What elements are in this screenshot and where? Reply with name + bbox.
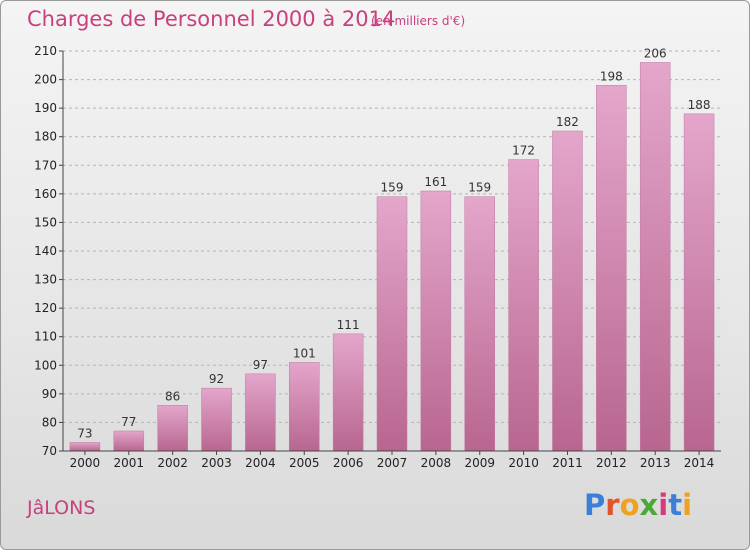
- data-label: 111: [337, 318, 360, 332]
- logo-letter: P: [584, 488, 606, 522]
- y-tick-label: 90: [42, 387, 57, 401]
- x-tick-label: 2010: [508, 456, 539, 470]
- data-label: 172: [512, 144, 535, 158]
- y-tick-label: 130: [34, 273, 57, 287]
- commune-name: JâLONS: [27, 497, 96, 519]
- logo-letter: r: [605, 488, 620, 522]
- y-tick-label: 200: [34, 73, 57, 87]
- data-label: 86: [165, 389, 180, 403]
- bar: [596, 85, 627, 452]
- y-tick-label: 70: [42, 444, 57, 458]
- x-axis: 2000 2001 2002 2003 2004 2005 2006 2007 2008 2009…: [63, 450, 721, 470]
- logo-letter: i: [658, 488, 669, 522]
- x-tick-label: 2013: [640, 456, 671, 470]
- data-label: 206: [644, 46, 667, 60]
- bar: [289, 362, 320, 452]
- bar: [639, 62, 671, 452]
- proxiti-logo: Proxiti: [584, 488, 692, 522]
- y-tick-label: 190: [34, 101, 57, 115]
- x-tick-label: 2006: [333, 456, 364, 470]
- bar: [113, 430, 145, 452]
- bar: [420, 190, 452, 452]
- logo-letter: x: [639, 488, 659, 522]
- x-tick-label: 2008: [421, 456, 452, 470]
- data-label: 182: [556, 115, 579, 129]
- x-tick-label: 2011: [552, 456, 583, 470]
- bar: [245, 373, 276, 452]
- data-label: 159: [468, 181, 491, 195]
- logo-letter: i: [682, 488, 693, 522]
- bar: [376, 196, 408, 452]
- y-tick-label: 170: [34, 158, 57, 172]
- data-label: 97: [253, 358, 268, 372]
- bar: [332, 333, 364, 452]
- data-label: 92: [209, 372, 224, 386]
- x-tick-label: 2009: [464, 456, 495, 470]
- y-tick-label: 180: [34, 130, 57, 144]
- bar: [201, 387, 232, 452]
- x-tick-label: 2005: [289, 456, 320, 470]
- y-tick-label: 100: [34, 358, 57, 372]
- bar: [69, 442, 101, 452]
- x-tick-label: 2000: [70, 456, 101, 470]
- x-tick-label: 2012: [596, 456, 627, 470]
- chart-title: Charges de Personnel 2000 à 2014: [27, 7, 396, 31]
- x-tick-label: 2014: [684, 456, 715, 470]
- value-labels: 73 77 86 92 97 101 111 159 161 159 172 182 198 206 188: [77, 46, 710, 440]
- data-label: 188: [688, 98, 711, 112]
- bar: [157, 405, 188, 452]
- x-tick-label: 2001: [114, 456, 145, 470]
- bar: [552, 130, 583, 452]
- logo-letter: t: [668, 488, 683, 522]
- y-tick-label: 110: [34, 330, 57, 344]
- y-tick-label: 120: [34, 301, 57, 315]
- data-label: 77: [121, 415, 136, 429]
- y-tick-label: 160: [34, 187, 57, 201]
- bar: [683, 113, 715, 452]
- y-tick-label: 150: [34, 215, 57, 229]
- x-tick-label: 2004: [245, 456, 276, 470]
- x-tick-label: 2007: [377, 456, 408, 470]
- data-label: 161: [424, 175, 447, 189]
- data-label: 73: [77, 426, 92, 440]
- x-tick-label: 2003: [201, 456, 232, 470]
- x-tick-label: 2002: [157, 456, 188, 470]
- y-tick-label: 140: [34, 244, 57, 258]
- data-label: 198: [600, 69, 623, 83]
- data-label: 101: [293, 346, 316, 360]
- bars: [69, 62, 715, 452]
- data-label: 159: [381, 181, 404, 195]
- y-axis: 70 80 90 100 110 120 130 140 150 160 170 180 190 200 2…: [34, 44, 64, 458]
- bar: [464, 196, 495, 452]
- logo-letter: o: [619, 488, 640, 522]
- bar: [508, 159, 539, 452]
- y-tick-label: 80: [42, 415, 57, 429]
- chart-subtitle: (en milliers d'€): [371, 14, 466, 28]
- y-tick-label: 210: [34, 44, 57, 58]
